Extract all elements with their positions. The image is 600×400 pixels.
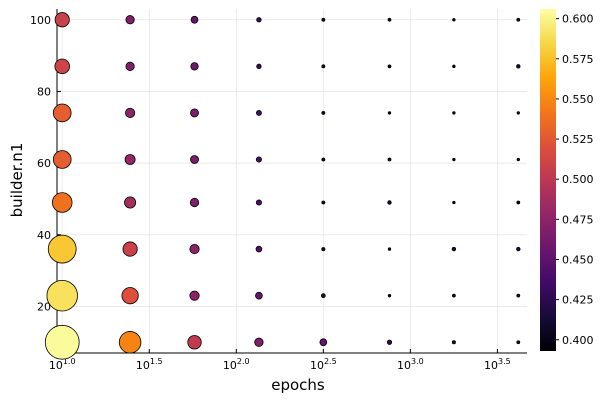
tick-labels: 101.0 101.5 102.0 102.5 103.0 103.5 20 40 60 80 10… bbox=[30, 14, 511, 372]
scatter-point bbox=[320, 293, 326, 299]
colorbar-tick-label: 0.400 bbox=[562, 334, 594, 347]
scatter-point bbox=[125, 15, 135, 25]
scatter-point bbox=[190, 15, 199, 24]
colorbar-tick-label: 0.425 bbox=[562, 294, 594, 307]
scatter-point bbox=[387, 247, 392, 251]
scatter-point bbox=[321, 157, 326, 162]
scatter-point bbox=[46, 279, 78, 312]
scatter-point bbox=[452, 18, 456, 22]
data-points bbox=[44, 12, 521, 360]
scatter-point bbox=[387, 111, 392, 115]
colorbar-tick-label: 0.450 bbox=[562, 253, 594, 266]
scatter-point bbox=[452, 157, 456, 162]
scatter-point bbox=[254, 337, 264, 347]
scatter-point bbox=[387, 293, 392, 298]
scatter-point bbox=[452, 293, 456, 298]
scatter-point bbox=[44, 324, 80, 360]
colorbar-tick-label: 0.525 bbox=[562, 133, 594, 146]
scatter-point bbox=[189, 244, 200, 255]
colorbar-gradient bbox=[540, 9, 556, 351]
scatter-point bbox=[321, 110, 326, 115]
scatter-point bbox=[516, 17, 521, 22]
scatter-point bbox=[124, 196, 137, 209]
scatter-point bbox=[516, 157, 520, 162]
scatter-point bbox=[125, 107, 136, 118]
x-tick-label: 103.5 bbox=[484, 357, 511, 372]
scatter-point bbox=[387, 157, 392, 162]
scatter-point bbox=[54, 12, 70, 28]
scatter-point bbox=[51, 192, 73, 213]
scatter-point bbox=[452, 111, 456, 115]
scatter-point bbox=[190, 62, 199, 71]
scatter-point bbox=[255, 291, 263, 300]
scatter-point bbox=[52, 150, 72, 169]
colorbar-tick-label: 0.550 bbox=[562, 93, 594, 106]
x-tick-label: 103.0 bbox=[397, 357, 424, 372]
scatter-point bbox=[516, 111, 520, 115]
x-tick-label: 101.0 bbox=[49, 357, 76, 372]
scatter-point bbox=[124, 154, 136, 165]
scatter-point bbox=[189, 290, 200, 301]
scatter-point bbox=[516, 340, 521, 345]
y-axis-label: builder.n1 bbox=[8, 143, 26, 218]
scatter-point bbox=[125, 61, 135, 71]
scatter-point bbox=[256, 17, 262, 23]
scatter-point bbox=[516, 200, 521, 205]
scatter-point bbox=[187, 335, 202, 350]
scatter-point bbox=[319, 338, 328, 347]
scatter-point bbox=[190, 108, 199, 118]
scatter-point bbox=[387, 64, 392, 69]
grid-lines bbox=[57, 9, 527, 353]
scatter-point bbox=[189, 197, 200, 208]
scatter-point bbox=[321, 247, 326, 252]
scatter-point bbox=[387, 17, 392, 22]
y-tick-label: 40 bbox=[37, 229, 51, 242]
x-tick-label: 102.0 bbox=[223, 357, 250, 372]
colorbar-tick-label: 0.600 bbox=[562, 13, 594, 26]
scatter-point bbox=[516, 293, 521, 298]
colorbar: 0.400 0.425 0.450 0.475 0.500 0.525 0.550 0.575… bbox=[540, 9, 594, 351]
scatter-point bbox=[452, 64, 456, 69]
scatter-point bbox=[256, 63, 262, 69]
scatter-point bbox=[387, 200, 392, 205]
scatter-point bbox=[52, 103, 72, 123]
scatter-point bbox=[118, 331, 142, 354]
scatter-point bbox=[54, 58, 70, 75]
y-tick-label: 80 bbox=[37, 85, 51, 98]
y-tick-label: 60 bbox=[37, 157, 51, 170]
scatter-point bbox=[255, 109, 262, 116]
x-axis-label: epochs bbox=[271, 376, 325, 394]
y-tick-label: 100 bbox=[30, 14, 51, 27]
scatter-point bbox=[516, 246, 521, 252]
colorbar-tick-label: 0.575 bbox=[562, 53, 594, 66]
scatter-point bbox=[321, 17, 326, 22]
x-tick-label: 102.5 bbox=[310, 357, 337, 372]
scatter-point bbox=[516, 64, 521, 69]
colorbar-tick-label: 0.475 bbox=[562, 213, 594, 226]
scatter-point bbox=[451, 246, 457, 252]
scatter-point bbox=[255, 245, 263, 253]
scatter-point bbox=[321, 200, 326, 205]
colorbar-tick-label: 0.500 bbox=[562, 173, 594, 186]
scatter-point bbox=[452, 200, 456, 205]
scatter-point bbox=[321, 64, 326, 69]
scatter-point bbox=[122, 241, 138, 257]
scatter-point bbox=[255, 199, 262, 206]
scatter-point bbox=[190, 155, 199, 164]
scatter-point bbox=[121, 287, 139, 305]
scatter-point bbox=[451, 340, 456, 345]
scatter-point bbox=[255, 156, 262, 163]
x-tick-label: 101.5 bbox=[136, 357, 163, 372]
scatter-point bbox=[47, 234, 77, 264]
y-tick-label: 20 bbox=[37, 300, 51, 313]
scatter-point bbox=[386, 339, 393, 345]
